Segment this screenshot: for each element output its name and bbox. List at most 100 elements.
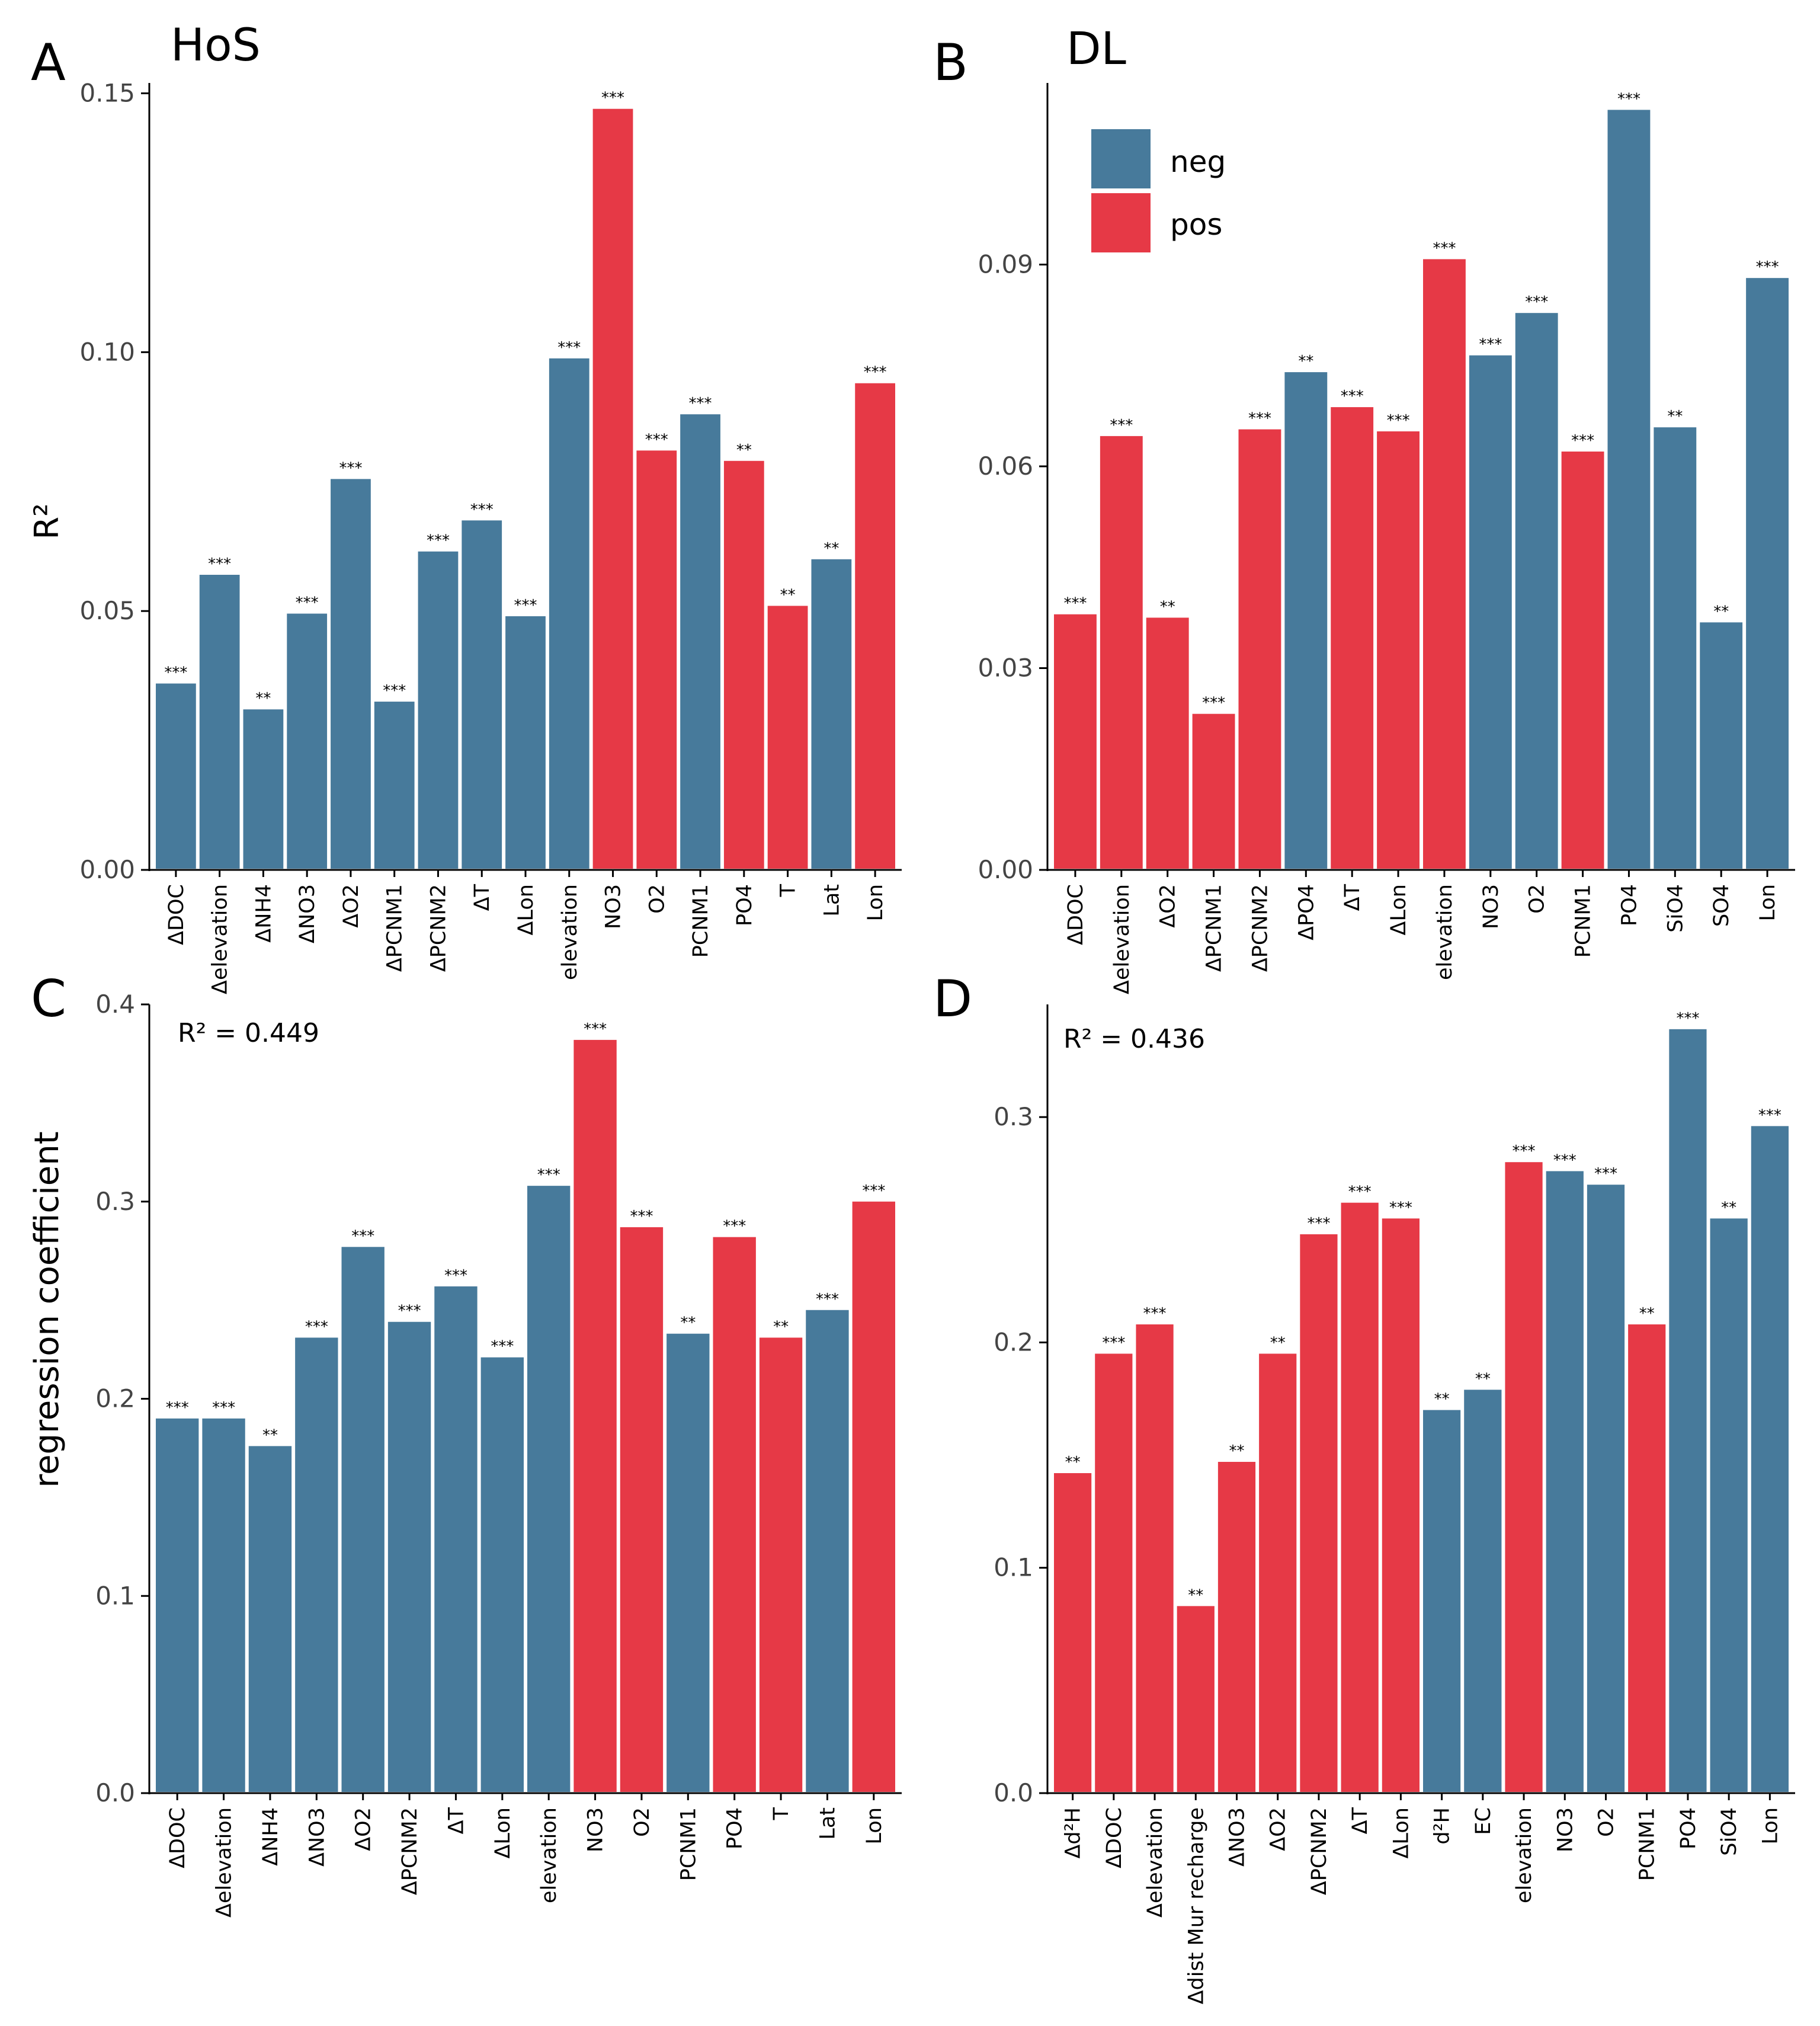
panel-d-bar xyxy=(1423,1410,1461,1792)
panel-a-significance-label: *** xyxy=(601,89,624,107)
panel-b-bar xyxy=(1054,614,1097,869)
panel-a-significance-label: *** xyxy=(208,555,231,573)
panel-d-significance-label: *** xyxy=(1102,1334,1125,1352)
panel-a-bar xyxy=(374,702,415,869)
panel-b-x-tick-label: ΔO2 xyxy=(1156,884,1180,928)
panel-b-x-tick-label: PO4 xyxy=(1617,884,1641,926)
panel-c-x-tick-label: T xyxy=(770,1807,793,1820)
panel-d-bar xyxy=(1546,1171,1584,1792)
panel-a-bar xyxy=(462,520,502,869)
panel-c-x-tick-label: ΔO2 xyxy=(352,1807,376,1851)
panel-c-x-tick-label: ΔT xyxy=(444,1807,468,1834)
panel-b-bar xyxy=(1469,355,1512,869)
panel-d-bar xyxy=(1505,1162,1543,1792)
panel-b-significance-label: *** xyxy=(1341,388,1364,405)
panel-d-y-tick-label: 0.1 xyxy=(994,1553,1033,1582)
panel-d-x-tick-label: PO4 xyxy=(1677,1807,1700,1849)
panel-a-x-tick-label: O2 xyxy=(645,884,669,914)
panel-b-bar xyxy=(1746,278,1789,869)
panel-d-significance-label: ** xyxy=(1229,1442,1245,1460)
panel-d-x-tick-label: O2 xyxy=(1595,1807,1619,1837)
panel-c-bar xyxy=(667,1333,710,1792)
panel-c-x-tick-label: Δelevation xyxy=(213,1807,236,1918)
panel-a-bar xyxy=(549,358,589,869)
panel-c-y-tick-label: 0.3 xyxy=(95,1187,135,1216)
panel-d-x-tick-label: elevation xyxy=(1513,1807,1536,1903)
panel-a-significance-label: ** xyxy=(824,540,839,558)
panel-b-x-tick-label: PCNM1 xyxy=(1572,884,1595,958)
panel-b-bar xyxy=(1284,372,1328,869)
panel-b-significance-label: *** xyxy=(1571,432,1594,450)
panel-a-bar xyxy=(592,108,633,869)
panel-d-x-tick-label: Δdist Mur recharge xyxy=(1184,1807,1208,2004)
panel-a-bar xyxy=(418,551,459,869)
panel-c-bar xyxy=(480,1357,524,1792)
panel-a-x-tick-label: ΔT xyxy=(470,884,494,911)
panel-a-bar xyxy=(811,559,852,869)
panel-d-x-tick-label: NO3 xyxy=(1553,1807,1577,1852)
panel-d-x-tick-label: EC xyxy=(1472,1807,1495,1835)
legend-label-neg: neg xyxy=(1170,145,1226,179)
panel-a-x-tick-label: NO3 xyxy=(602,884,626,929)
panel-a-significance-label: ** xyxy=(255,690,271,708)
panel-a-bar xyxy=(243,709,284,869)
panel-a-x-tick-label: ΔLon xyxy=(514,884,538,935)
panel-b-bar xyxy=(1607,110,1651,869)
panel-d-y-tick-label: 0.3 xyxy=(994,1102,1033,1131)
panel-b-bar xyxy=(1192,713,1235,869)
panel-c-y-tick-label: 0.1 xyxy=(95,1581,135,1610)
panel-a-significance-label: ** xyxy=(736,441,752,459)
panel-d-significance-label: ** xyxy=(1270,1334,1286,1352)
legend-label-pos: pos xyxy=(1170,207,1222,242)
panel-c-significance-label: *** xyxy=(630,1208,653,1225)
panel-b-bar xyxy=(1423,259,1466,869)
panel-d-bar xyxy=(1587,1185,1625,1792)
legend-swatch-neg xyxy=(1091,129,1151,188)
panel-b-y-tick-label: 0.00 xyxy=(978,855,1033,884)
panel-c-x-tick-label: NO3 xyxy=(584,1807,608,1852)
panel-b-bar xyxy=(1654,427,1697,869)
panel-letter-b: B xyxy=(933,33,968,92)
panel-b-bar xyxy=(1700,622,1743,869)
panel-d-bar xyxy=(1259,1353,1297,1792)
panel-b-significance-label: *** xyxy=(1110,417,1133,434)
panel-a-significance-label: *** xyxy=(383,682,406,700)
panel-a-x-tick-label: elevation xyxy=(558,884,582,980)
panel-c-x-tick-label: ΔLon xyxy=(491,1807,515,1858)
panel-b-y-tick-label: 0.06 xyxy=(978,452,1033,481)
panel-a-bar xyxy=(505,616,546,869)
panel-c-significance-label: *** xyxy=(398,1302,421,1320)
panel-d-y-tick-label: 0.0 xyxy=(994,1778,1033,1807)
panel-d-bar xyxy=(1628,1324,1666,1792)
panel-a-bar xyxy=(680,414,720,869)
panel-b-significance-label: *** xyxy=(1248,410,1271,428)
panel-d-x-tick-label: Δelevation xyxy=(1143,1807,1167,1918)
panel-c-bar xyxy=(202,1418,245,1792)
panel-b-bar xyxy=(1515,313,1558,869)
panel-d-significance-label: *** xyxy=(1676,1010,1699,1028)
panel-d-bar xyxy=(1054,1473,1092,1792)
panel-b-x-tick-label: ΔPCNM2 xyxy=(1248,884,1272,972)
panel-d-significance-label: *** xyxy=(1348,1183,1372,1201)
panel-c-y-tick-label: 0.4 xyxy=(95,990,135,1019)
panel-c-x-tick-label: ΔNH4 xyxy=(259,1807,283,1866)
panel-d-r2-annotation: R² = 0.436 xyxy=(1063,1024,1205,1054)
panel-c-x-tick-label: Lon xyxy=(863,1807,886,1844)
panel-b-significance-label: ** xyxy=(1713,603,1729,620)
panel-b-x-tick-label: NO3 xyxy=(1479,884,1503,929)
panel-d-x-tick-label: d²H xyxy=(1431,1807,1454,1845)
panel-b-significance-label: *** xyxy=(1202,694,1225,712)
panel-a-bar xyxy=(855,383,895,869)
panel-c-ylabel: regression coefficient xyxy=(28,1131,66,1487)
panel-a-bar xyxy=(331,479,371,869)
legend-swatch-pos xyxy=(1091,193,1151,252)
panel-d-x-tick-label: SiO4 xyxy=(1718,1807,1741,1856)
panel-c-bar xyxy=(295,1337,338,1792)
panel-b-x-tick-label: elevation xyxy=(1433,884,1457,980)
panel-a-x-tick-label: ΔPCNM1 xyxy=(383,884,407,972)
panel-letter-d: D xyxy=(933,969,972,1029)
panel-c-x-tick-label: O2 xyxy=(630,1807,654,1837)
panel-b-x-tick-label: ΔPO4 xyxy=(1294,884,1318,940)
panel-c-bar xyxy=(806,1310,849,1792)
panel-b: 0.00 0.03 0.06 0.09 *** ΔDOC *** Δelevation ** ΔO… xyxy=(978,83,1795,994)
